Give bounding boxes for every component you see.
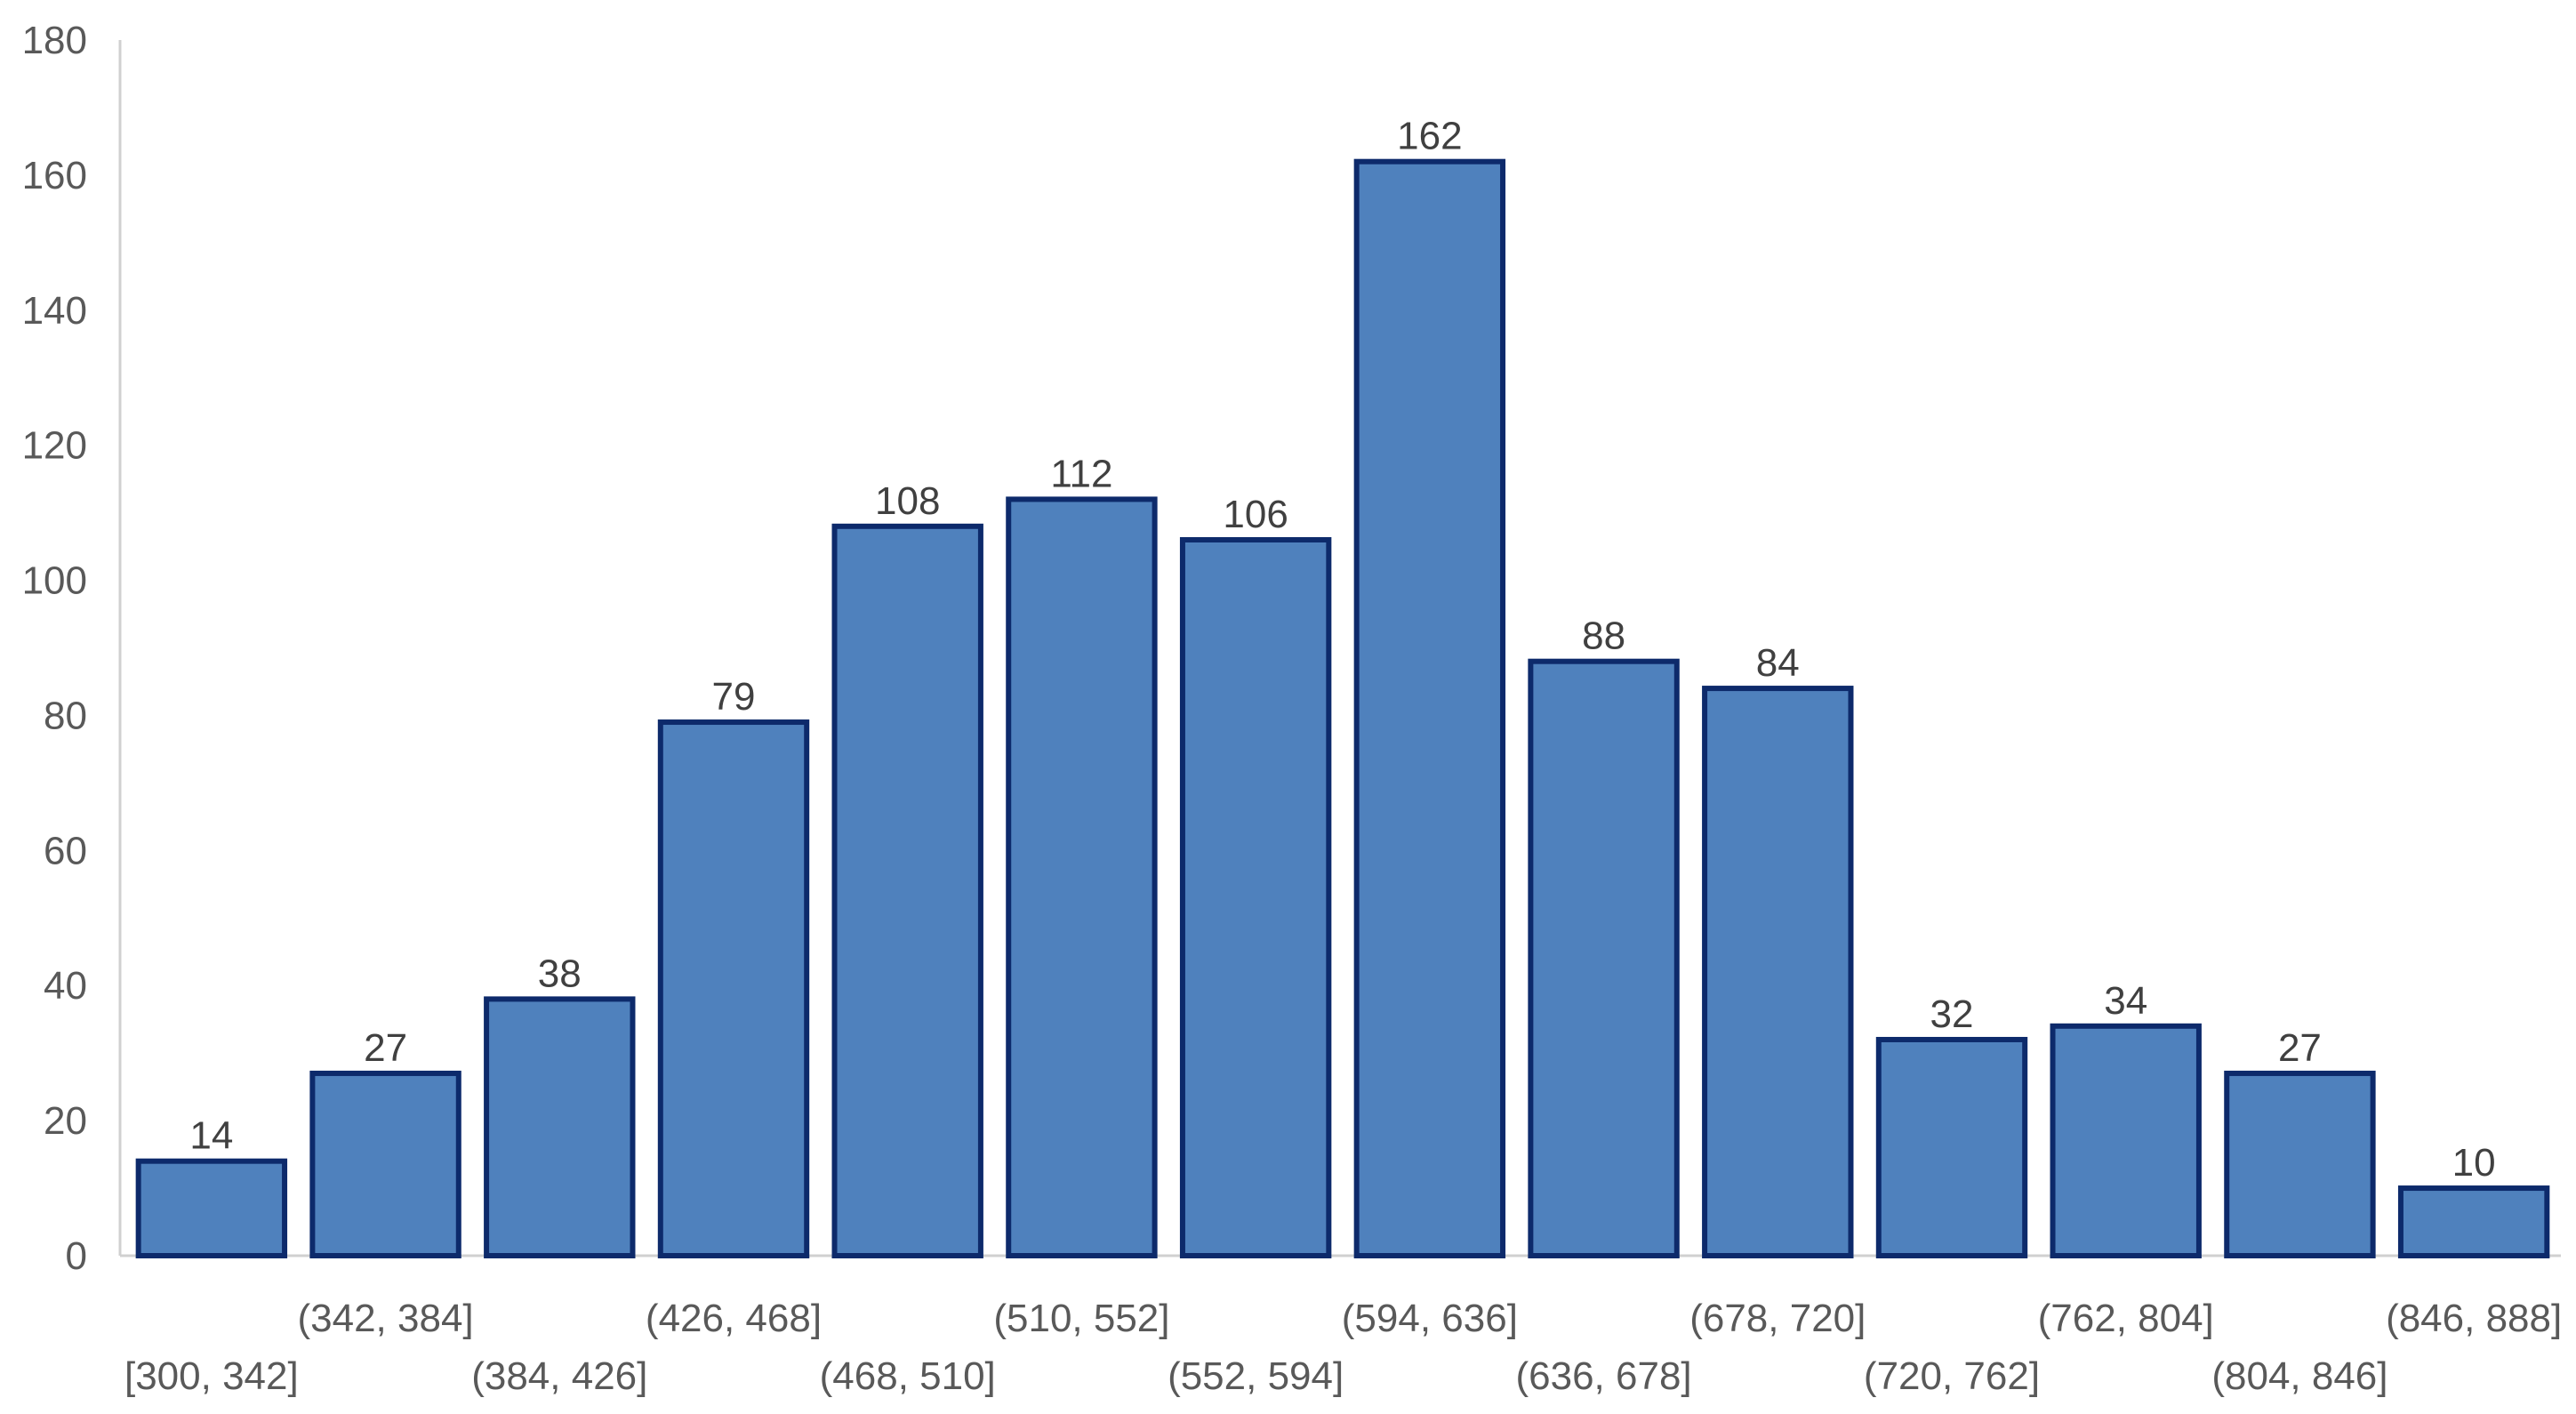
bar-value-label: 10	[2452, 1141, 2496, 1185]
y-tick-label: 120	[22, 424, 87, 468]
bar-value-label: 162	[1397, 115, 1462, 158]
bar-value-label: 27	[364, 1026, 407, 1070]
bar-value-label: 32	[1930, 992, 1974, 1036]
y-tick-label: 140	[22, 289, 87, 333]
bar-value-label: 38	[538, 952, 582, 995]
bar	[831, 523, 983, 1258]
y-tick-label: 100	[22, 559, 87, 603]
category-label: (342, 384]	[297, 1297, 473, 1340]
bar	[1528, 658, 1680, 1258]
bar	[2397, 1185, 2550, 1258]
data-labels-group: 14 27 38 79 108 112 106 162 88 84 32 34 27 10	[189, 115, 2495, 1185]
y-tick-label: 80	[44, 694, 87, 737]
y-tick-label: 60	[44, 829, 87, 872]
y-tick-label: 0	[66, 1234, 87, 1278]
bar-value-label: 108	[875, 479, 940, 523]
bar	[309, 1070, 461, 1258]
category-label: (510, 552]	[993, 1297, 1169, 1340]
bar	[657, 719, 810, 1258]
bar	[1702, 686, 1854, 1258]
bar	[1006, 496, 1158, 1258]
y-tick-label: 160	[22, 154, 87, 197]
category-label: (636, 678]	[1515, 1354, 1691, 1398]
category-label: (468, 510]	[820, 1354, 996, 1398]
bar-value-label: 79	[712, 675, 756, 719]
bar-value-label: 112	[1050, 452, 1112, 495]
y-tick-label: 20	[44, 1099, 87, 1143]
category-label: (678, 720]	[1689, 1297, 1866, 1340]
category-label: [300, 342]	[124, 1354, 299, 1398]
category-label: (426, 468]	[646, 1297, 822, 1340]
bar-value-label: 84	[1756, 641, 1800, 685]
category-labels-group: [300, 342] (342, 384] (384, 426] (426, 468]…	[124, 1297, 2562, 1398]
bar	[2050, 1023, 2202, 1259]
bar-value-label: 14	[189, 1114, 233, 1158]
y-tick-label: 40	[44, 964, 87, 1008]
category-label: (762, 804]	[2038, 1297, 2214, 1340]
bar-value-label: 88	[1582, 615, 1625, 658]
category-label: (384, 426]	[471, 1354, 647, 1398]
category-label: (846, 888]	[2386, 1297, 2562, 1340]
category-label: (552, 594]	[1168, 1354, 1344, 1398]
y-axis-tick-labels: 0 20 40 60 80 100 120 140 160 180	[22, 19, 87, 1278]
bars-group	[135, 158, 2550, 1259]
bar	[484, 996, 636, 1259]
bar-value-label: 34	[2104, 979, 2147, 1023]
bar-value-label: 106	[1223, 493, 1288, 536]
y-tick-label: 180	[22, 19, 87, 62]
bar	[135, 1158, 288, 1258]
bar-value-label: 27	[2278, 1026, 2322, 1070]
category-label: (594, 636]	[1342, 1297, 1518, 1340]
category-label: (720, 762]	[1864, 1354, 2040, 1398]
bar	[1179, 536, 1332, 1258]
bar	[2224, 1070, 2376, 1258]
category-label: (804, 846]	[2211, 1354, 2387, 1398]
bar	[1353, 158, 1506, 1259]
bar	[1875, 1036, 2028, 1258]
